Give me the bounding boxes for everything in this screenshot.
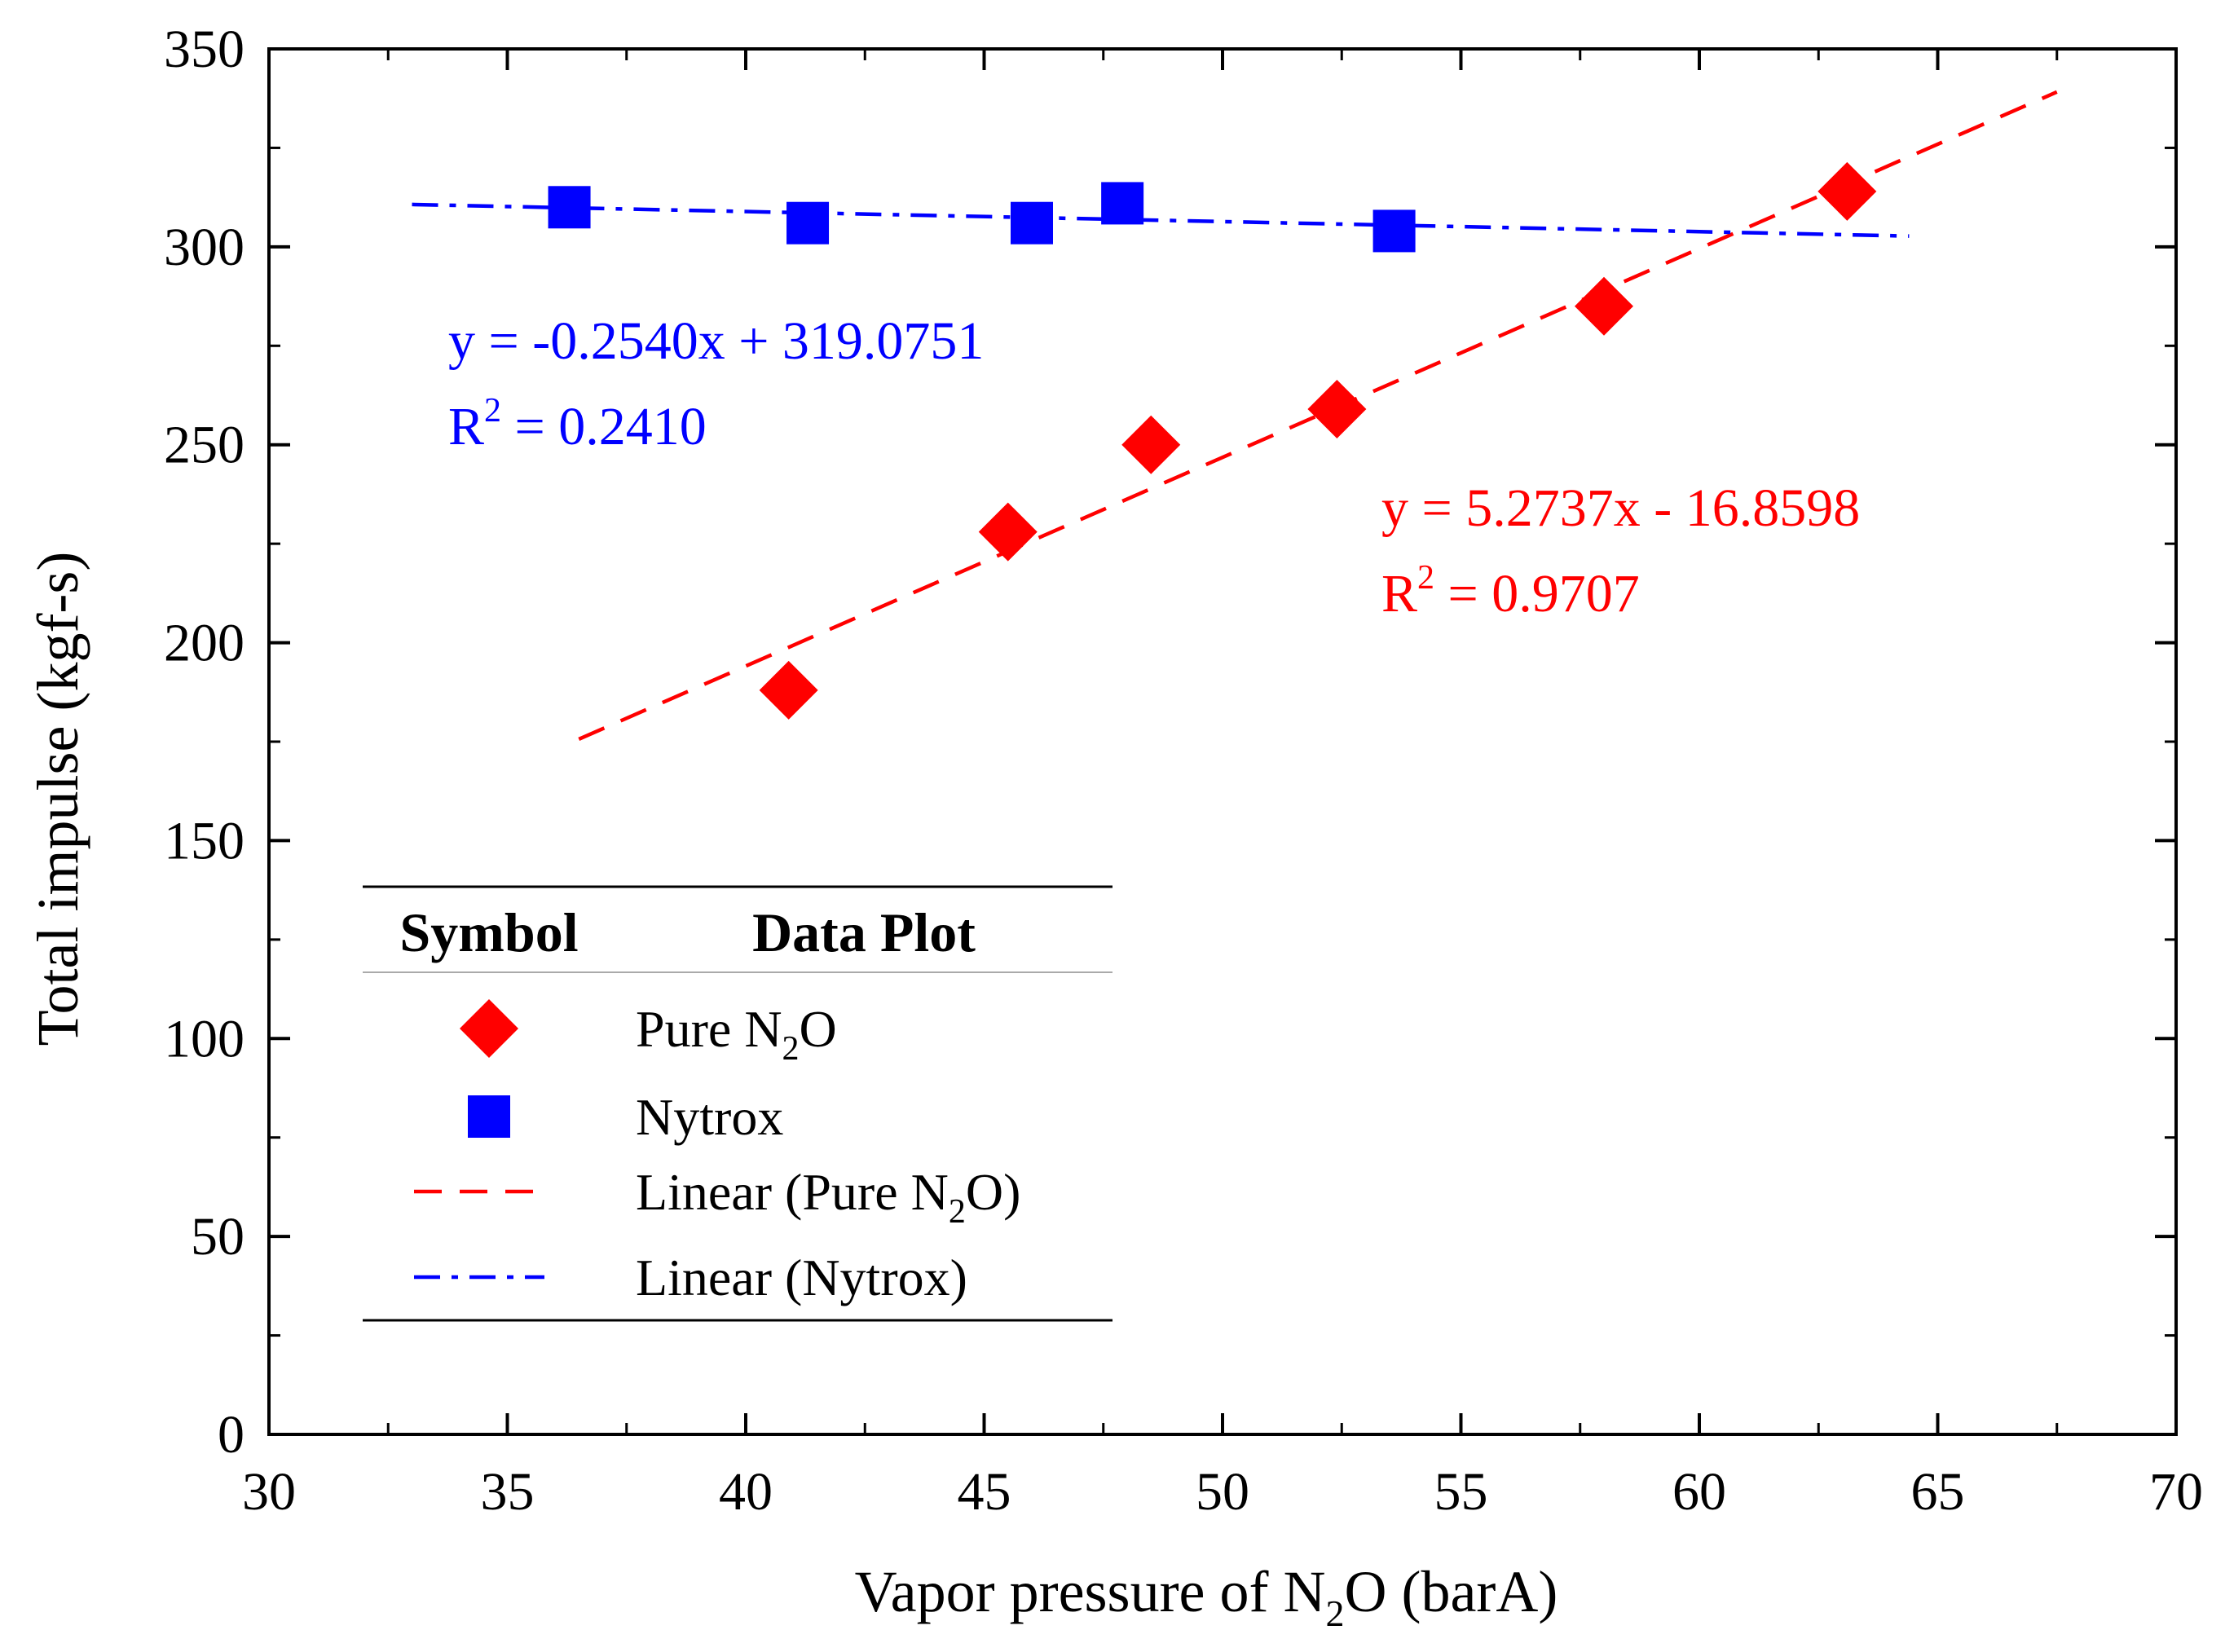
equation-nytrox: y = -0.2540x + 319.0751 xyxy=(448,311,984,371)
legend-symbol-diamond xyxy=(460,999,518,1058)
legend: Symbol Data Plot Pure N2O Nytrox Linear (Pur… xyxy=(363,885,1112,1322)
data-point-nytrox xyxy=(1372,209,1416,253)
plot-area xyxy=(267,47,2178,1436)
data-point-pure-n2o xyxy=(759,660,818,720)
data-point-pure-n2o xyxy=(1817,161,1877,221)
y-tick-label: 300 xyxy=(164,218,245,277)
legend-header-data: Data Plot xyxy=(752,901,976,963)
x-tick-label: 45 xyxy=(958,1462,1011,1522)
plot-frame xyxy=(267,47,2178,1436)
data-point-pure-n2o xyxy=(1121,415,1181,474)
data-point-nytrox xyxy=(548,186,591,229)
x-tick-label: 55 xyxy=(1434,1462,1488,1522)
legend-label: Linear (Pure N2O) xyxy=(636,1163,1020,1231)
x-tick-label: 70 xyxy=(2149,1462,2203,1522)
axis-ticks xyxy=(267,47,2178,1436)
trendlines xyxy=(412,90,2058,741)
equations: y = 5.2737x - 16.8598 R2 = 0.9707 y = -0.2… xyxy=(448,311,1860,623)
data-point-pure-n2o xyxy=(1307,380,1367,438)
x-axis-title: Vapor pressure of N2O (barA) xyxy=(855,1559,1558,1634)
x-tick-label: 30 xyxy=(242,1462,296,1522)
y-tick-label: 100 xyxy=(164,1009,245,1068)
legend-label: Linear (Nytrox) xyxy=(636,1249,967,1306)
y-tick-label: 0 xyxy=(218,1405,245,1465)
x-tick-label: 35 xyxy=(481,1462,535,1522)
y-axis-title: Total impulse (kgf-s) xyxy=(25,552,90,1046)
legend-header-symbol: Symbol xyxy=(399,901,578,963)
legend-label: Nytrox xyxy=(636,1088,783,1146)
x-tick-label: 40 xyxy=(719,1462,773,1522)
r-squared-nytrox: R2 = 0.2410 xyxy=(448,392,707,456)
data-point-nytrox xyxy=(786,201,830,244)
x-tick-label: 65 xyxy=(1911,1462,1965,1522)
data-point-pure-n2o xyxy=(978,502,1038,562)
y-tick-label: 50 xyxy=(191,1207,245,1267)
data-point-nytrox xyxy=(1101,182,1144,225)
legend-label: Pure N2O xyxy=(636,1000,837,1068)
trendline-pure-n2o xyxy=(578,90,2058,741)
equation-pure-n2o: y = 5.2737x - 16.8598 xyxy=(1381,478,1860,538)
trendline-nytrox xyxy=(412,202,1910,238)
x-tick-label: 50 xyxy=(1196,1462,1249,1522)
legend-symbol-square xyxy=(468,1095,510,1138)
y-tick-label: 200 xyxy=(164,614,245,673)
tick-labels: 30 35 40 45 50 55 60 65 70 0 50 100 150 200 250 300 350 xyxy=(164,20,2203,1522)
y-tick-label: 150 xyxy=(164,811,245,870)
data-point-pure-n2o xyxy=(1575,276,1633,336)
y-tick-label: 350 xyxy=(164,20,245,79)
r-squared-pure-n2o: R2 = 0.9707 xyxy=(1381,559,1640,623)
data-point-nytrox xyxy=(1011,201,1053,244)
data-points xyxy=(548,161,1877,720)
y-tick-label: 250 xyxy=(164,416,245,475)
x-tick-label: 60 xyxy=(1672,1462,1726,1522)
